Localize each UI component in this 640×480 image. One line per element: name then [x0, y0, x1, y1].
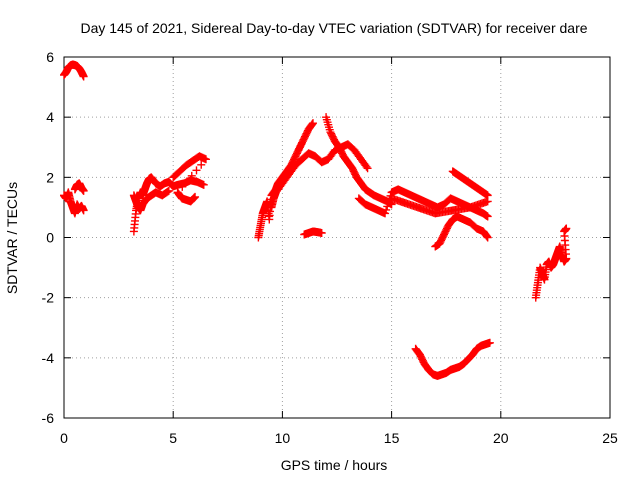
series-arc-6	[169, 152, 210, 206]
data-point	[483, 212, 492, 221]
data-point	[190, 193, 199, 202]
x-tick-label: 10	[275, 430, 291, 446]
data-points	[60, 60, 571, 380]
data-point	[383, 202, 392, 211]
series-arc-16	[531, 224, 571, 302]
series-arc-3	[70, 179, 88, 195]
data-point	[363, 164, 372, 173]
data-point	[381, 209, 390, 218]
x-tick-label: 25	[602, 430, 618, 446]
series-arc-5	[129, 186, 173, 215]
data-point	[482, 232, 491, 241]
x-tick-label: 20	[493, 430, 509, 446]
data-point	[183, 177, 192, 186]
data-point	[192, 166, 201, 175]
data-point	[201, 155, 210, 164]
chart-title: Day 145 of 2021, Sidereal Day-to-day VTE…	[80, 20, 587, 36]
series-arc-8	[267, 140, 372, 212]
data-point	[308, 120, 317, 129]
data-point	[163, 187, 172, 196]
data-point	[317, 228, 326, 237]
data-point	[164, 186, 173, 195]
y-tick-label: -6	[42, 410, 55, 426]
series-arc-2	[60, 188, 88, 218]
y-tick-label: -4	[42, 350, 55, 366]
data-point	[79, 72, 88, 81]
data-point	[384, 198, 393, 207]
data-point	[308, 119, 317, 128]
y-tick-label: 0	[46, 230, 54, 246]
data-point	[197, 160, 206, 169]
data-point	[199, 180, 208, 189]
x-tick-label: 15	[384, 430, 400, 446]
data-point	[483, 233, 492, 242]
axis-ticks	[63, 56, 611, 419]
y-tick-label: 4	[46, 109, 54, 125]
x-tick-label: 5	[169, 430, 177, 446]
series-arc-15	[411, 338, 494, 380]
series-arc-13	[448, 167, 492, 200]
data-point	[382, 205, 391, 214]
series-arc-9	[300, 227, 326, 239]
data-point	[79, 186, 88, 195]
x-axis-label: GPS time / hours	[281, 457, 388, 473]
data-point	[191, 192, 200, 201]
series-arc-11	[354, 185, 492, 221]
grid-lines	[64, 57, 610, 418]
series-arc-1	[60, 60, 88, 81]
data-point	[79, 206, 88, 215]
data-point	[178, 182, 187, 191]
data-point	[483, 191, 492, 200]
y-axis-label: SDTVAR / TECUs	[4, 182, 20, 294]
y-tick-labels: -6 -4 -2 0 2 4 6	[42, 49, 55, 426]
x-tick-label: 0	[60, 430, 68, 446]
series-arc-14	[431, 212, 492, 251]
y-tick-label: 2	[46, 169, 54, 185]
data-point	[485, 338, 494, 347]
data-point	[562, 224, 571, 233]
x-tick-labels: 0 5 10 15 20 25	[60, 430, 618, 446]
data-point	[189, 194, 198, 203]
series-arc-12	[387, 194, 492, 218]
data-point	[187, 171, 196, 180]
data-point	[362, 162, 371, 171]
y-tick-label: -2	[42, 290, 55, 306]
y-tick-label: 6	[46, 49, 54, 65]
